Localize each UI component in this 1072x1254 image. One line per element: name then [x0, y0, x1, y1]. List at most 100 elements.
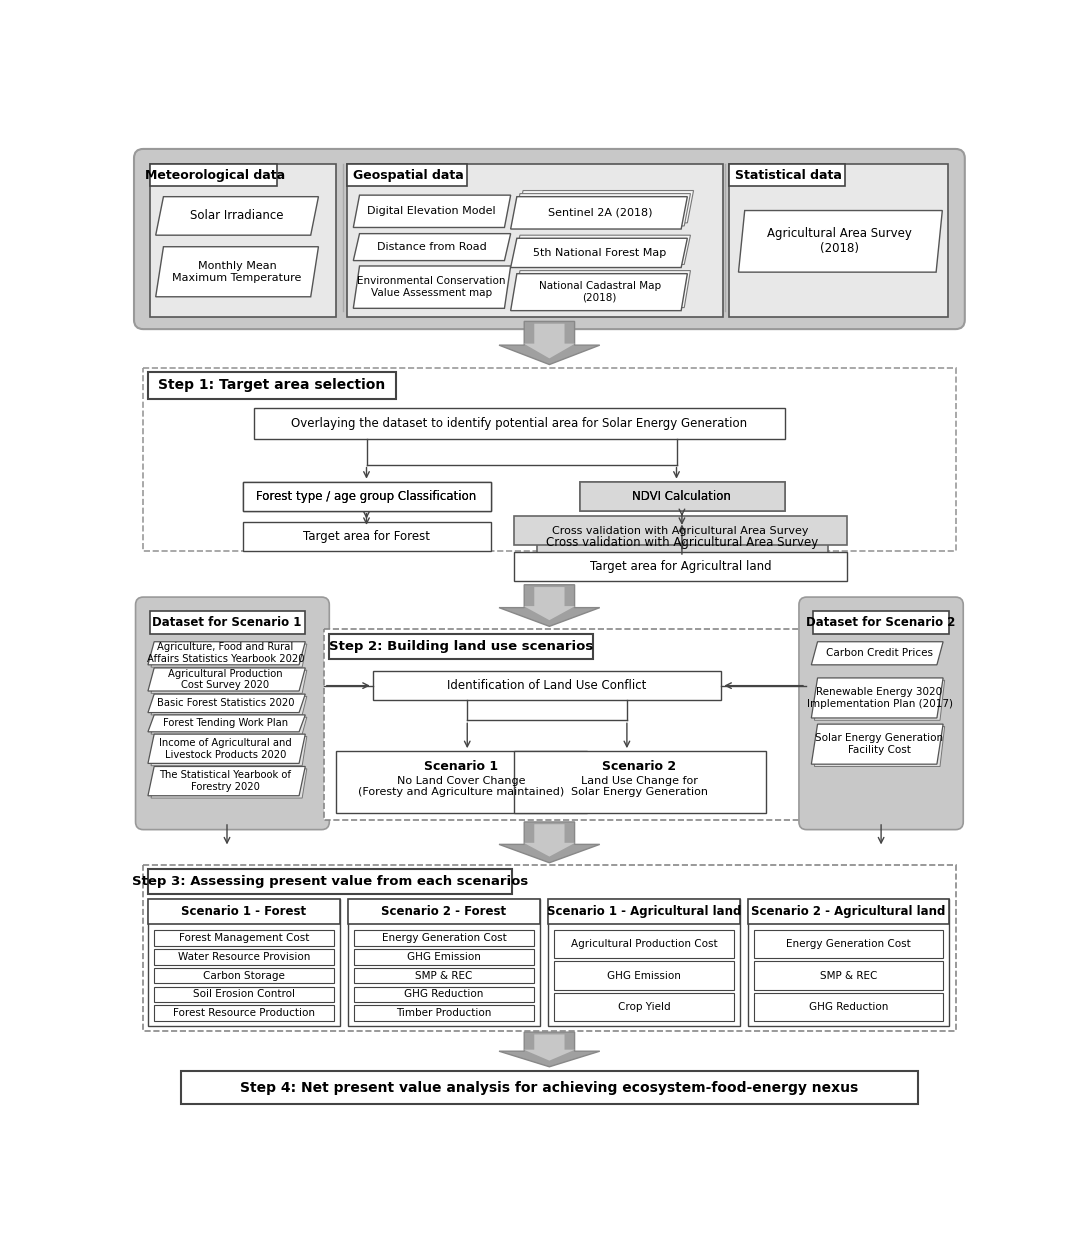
Polygon shape: [524, 587, 575, 621]
Text: Carbon Credit Prices: Carbon Credit Prices: [827, 648, 933, 658]
Polygon shape: [739, 211, 942, 272]
Bar: [154, 949, 334, 964]
Bar: [336, 751, 587, 813]
Bar: [242, 482, 491, 510]
Text: Scenario 2: Scenario 2: [602, 760, 676, 772]
Polygon shape: [524, 824, 575, 856]
Polygon shape: [517, 191, 694, 223]
Bar: [254, 409, 785, 439]
Bar: [148, 899, 340, 923]
Polygon shape: [524, 324, 575, 359]
Bar: [148, 372, 396, 399]
Bar: [548, 899, 740, 923]
Text: Sentinel 2A (2018): Sentinel 2A (2018): [548, 208, 652, 218]
Polygon shape: [155, 247, 318, 297]
Text: Forest Tending Work Plan: Forest Tending Work Plan: [163, 719, 288, 729]
Bar: [348, 899, 540, 1026]
Polygon shape: [151, 736, 307, 766]
Text: Scenario 2 - Agricultural land: Scenario 2 - Agricultural land: [751, 904, 946, 918]
Bar: [373, 671, 721, 700]
Bar: [154, 1006, 334, 1021]
Polygon shape: [500, 321, 599, 365]
Text: GHG Reduction: GHG Reduction: [404, 989, 483, 999]
Polygon shape: [510, 197, 687, 229]
Text: Forest type / age group Classification: Forest type / age group Classification: [256, 490, 477, 503]
Bar: [513, 552, 847, 581]
Text: Step 3: Assessing present value from each scenarios: Step 3: Assessing present value from eac…: [132, 875, 528, 889]
Polygon shape: [513, 271, 690, 307]
Text: Agricultural Production Cost: Agricultural Production Cost: [570, 939, 717, 949]
Bar: [748, 899, 950, 1026]
Polygon shape: [354, 266, 510, 308]
Bar: [754, 993, 943, 1021]
FancyBboxPatch shape: [135, 597, 329, 830]
Polygon shape: [148, 668, 306, 691]
Bar: [144, 865, 955, 1031]
Text: Solar Irradiance: Solar Irradiance: [191, 209, 284, 222]
Bar: [144, 367, 955, 551]
Bar: [347, 164, 723, 317]
Bar: [148, 869, 512, 894]
Bar: [354, 929, 534, 946]
Bar: [513, 517, 847, 545]
Bar: [154, 987, 334, 1002]
Text: Energy Generation Cost: Energy Generation Cost: [382, 933, 506, 943]
Bar: [180, 1071, 919, 1104]
Bar: [348, 899, 540, 923]
Polygon shape: [151, 645, 307, 667]
Bar: [748, 899, 950, 923]
Text: Scenario 1: Scenario 1: [425, 760, 498, 772]
Text: Crop Yield: Crop Yield: [617, 1002, 670, 1012]
Polygon shape: [151, 717, 307, 734]
Bar: [554, 962, 734, 989]
Text: No Land Cover Change
(Foresty and Agriculture maintained): No Land Cover Change (Foresty and Agricu…: [358, 776, 564, 798]
Text: GHG Emission: GHG Emission: [407, 952, 481, 962]
Text: Income of Agricultural and
Livestock Products 2020: Income of Agricultural and Livestock Pro…: [159, 737, 292, 760]
Text: Scenario 2 - Forest: Scenario 2 - Forest: [382, 904, 507, 918]
Text: SMP & REC: SMP & REC: [820, 971, 877, 981]
Polygon shape: [148, 642, 306, 665]
Bar: [148, 899, 340, 1026]
Text: Agriculture, Food and Rural
Affairs Statistics Yearbook 2020: Agriculture, Food and Rural Affairs Stat…: [147, 642, 304, 665]
Bar: [729, 164, 948, 317]
Text: Agricultural Production
Cost Survey 2020: Agricultural Production Cost Survey 2020: [168, 668, 283, 690]
Text: National Cadastral Map
(2018): National Cadastral Map (2018): [539, 281, 660, 303]
Bar: [149, 164, 336, 317]
Polygon shape: [148, 734, 306, 764]
Text: Land Use Change for
Solar Energy Generation: Land Use Change for Solar Energy Generat…: [570, 776, 708, 798]
Polygon shape: [148, 715, 306, 732]
Bar: [537, 528, 828, 557]
Polygon shape: [500, 821, 599, 863]
Bar: [354, 949, 534, 964]
Text: Scenario 1 - Agricultural land: Scenario 1 - Agricultural land: [547, 904, 741, 918]
Bar: [154, 968, 334, 983]
Polygon shape: [812, 724, 943, 764]
Bar: [329, 635, 593, 658]
Text: Dataset for Scenario 2: Dataset for Scenario 2: [806, 616, 956, 630]
Bar: [513, 751, 765, 813]
Polygon shape: [148, 695, 306, 712]
Bar: [354, 987, 534, 1002]
Bar: [554, 993, 734, 1021]
Text: Renewable Energy 3020
Implementation Plan (2017): Renewable Energy 3020 Implementation Pla…: [806, 687, 953, 709]
Bar: [580, 482, 785, 510]
Polygon shape: [151, 696, 307, 715]
Bar: [354, 968, 534, 983]
Bar: [347, 164, 467, 186]
Polygon shape: [148, 766, 306, 796]
Text: Digital Elevation Model: Digital Elevation Model: [368, 207, 496, 216]
Text: Distance from Road: Distance from Road: [376, 242, 487, 252]
Bar: [149, 164, 278, 186]
Text: Target area for Agricultral land: Target area for Agricultral land: [590, 559, 771, 573]
Text: Environmental Conservation
Value Assessment map: Environmental Conservation Value Assessm…: [357, 276, 506, 297]
Text: NDVI Calculation: NDVI Calculation: [632, 490, 731, 503]
Text: NDVI Calculation: NDVI Calculation: [632, 490, 731, 503]
Text: Scenario 1 - Forest: Scenario 1 - Forest: [181, 904, 307, 918]
Polygon shape: [500, 1032, 599, 1067]
Text: Agricultural Area Survey
(2018): Agricultural Area Survey (2018): [766, 227, 911, 256]
Text: Identification of Land Use Conflict: Identification of Land Use Conflict: [447, 680, 646, 692]
Text: SMP & REC: SMP & REC: [415, 971, 473, 981]
Text: GHG Reduction: GHG Reduction: [809, 1002, 889, 1012]
FancyBboxPatch shape: [134, 149, 965, 329]
Bar: [754, 962, 943, 989]
